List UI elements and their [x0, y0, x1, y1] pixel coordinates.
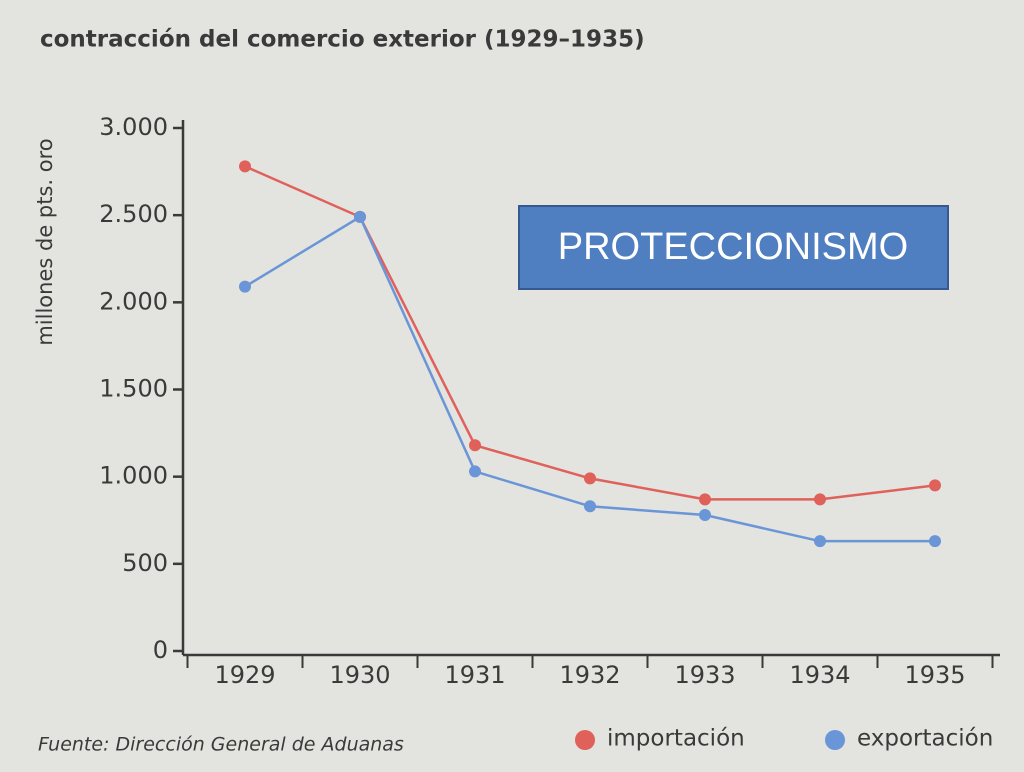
- y-tick-label: 2.500: [99, 200, 168, 228]
- y-axis-label: millones de pts. oro: [33, 138, 57, 345]
- y-tick-label: 0: [153, 636, 168, 664]
- annotation-box: [518, 205, 949, 290]
- data-point: [239, 280, 251, 293]
- source-note: Fuente: Dirección General de Aduanas: [38, 734, 404, 756]
- chart-title: contracción del comercio exterior (1929–…: [40, 27, 645, 53]
- data-point: [929, 535, 941, 548]
- x-tick-label: 1933: [674, 661, 735, 689]
- data-point: [469, 439, 481, 452]
- data-point: [354, 210, 366, 223]
- data-point: [239, 160, 251, 173]
- data-point: [699, 493, 711, 506]
- legend-marker: [825, 730, 845, 750]
- annotation-text: PROTECCIONISMO: [558, 226, 908, 268]
- data-point: [814, 493, 826, 506]
- y-tick-label: 1.000: [99, 462, 168, 490]
- y-tick-label: 1.500: [99, 375, 168, 403]
- data-point: [584, 500, 596, 513]
- y-tick-label: 3.000: [99, 113, 168, 141]
- data-point: [814, 535, 826, 548]
- x-tick-label: 1929: [214, 661, 275, 689]
- legend-label: exportación: [857, 726, 993, 752]
- x-tick-label: 1935: [904, 661, 965, 689]
- x-tick-label: 1932: [559, 661, 620, 689]
- legend-marker: [575, 730, 595, 750]
- y-tick-label: 2.000: [99, 287, 168, 315]
- data-point: [584, 472, 596, 485]
- legend-label: importación: [607, 726, 745, 752]
- data-point: [699, 509, 711, 522]
- x-tick-label: 1931: [444, 661, 505, 689]
- y-tick-label: 500: [122, 549, 168, 577]
- x-tick-label: 1930: [329, 661, 390, 689]
- data-point: [929, 479, 941, 492]
- data-point: [469, 465, 481, 478]
- x-tick-label: 1934: [789, 661, 850, 689]
